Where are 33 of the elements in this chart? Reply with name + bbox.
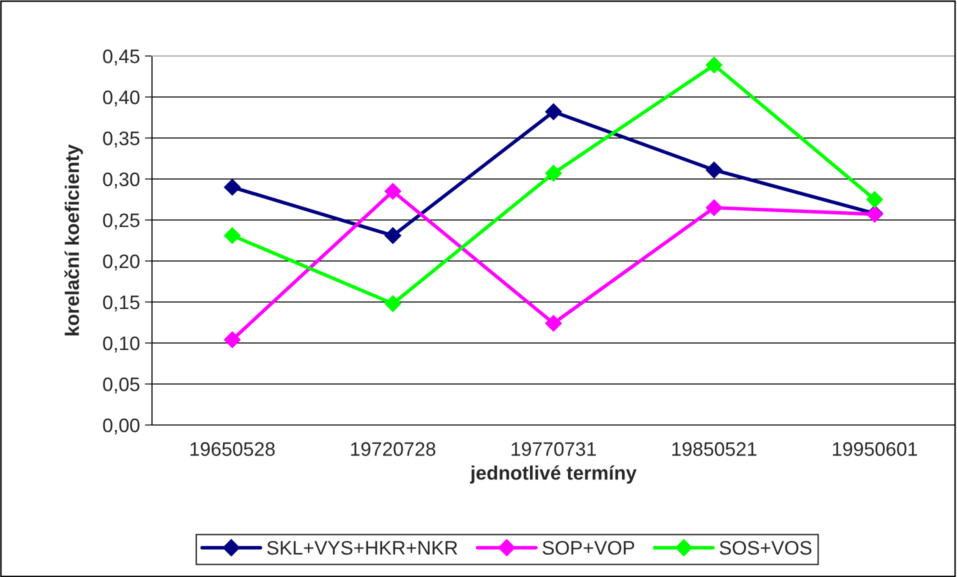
point: [224, 178, 241, 196]
y-tick-label: 0,45: [103, 49, 140, 66]
point: [545, 314, 562, 332]
point: [706, 56, 722, 74]
point: [706, 162, 722, 178]
point: [384, 227, 402, 244]
x-tick-label: 19720728: [351, 442, 436, 456]
y-tick-label: 0,35: [103, 131, 140, 148]
y-tick-label: 0,25: [103, 213, 140, 230]
y-tick-label: 0,15: [103, 295, 140, 312]
point: [866, 191, 884, 208]
y-tick-label: 0,05: [103, 377, 140, 394]
y-tick-label: 0,10: [103, 336, 140, 353]
x-tick-label: 19850521: [672, 442, 756, 456]
legend-label: SOP+VOP: [542, 540, 634, 555]
point: [545, 164, 562, 182]
y-tick-label: 0,20: [103, 254, 140, 271]
point: [545, 103, 562, 120]
y-tick-label: 0,00: [103, 418, 140, 435]
point: [384, 182, 402, 200]
point: [384, 295, 402, 312]
point: [224, 331, 241, 348]
x-tick-label: 19770731: [512, 442, 596, 456]
legend-label: SOS+VOS: [720, 540, 812, 555]
y-tick-label: 0,40: [103, 90, 140, 107]
x-tick-label: 19650528: [190, 442, 275, 456]
point: [706, 199, 722, 216]
legend-label: SKL+VYS+HKR+NKR: [267, 540, 458, 555]
point: [224, 227, 241, 244]
x-axis-title: jednotlivé termíny: [470, 465, 637, 484]
y-axis-title: korelační koeficienty: [64, 144, 83, 336]
y-tick-label: 0,30: [103, 172, 140, 189]
x-tick-label: 19950601: [832, 442, 918, 456]
